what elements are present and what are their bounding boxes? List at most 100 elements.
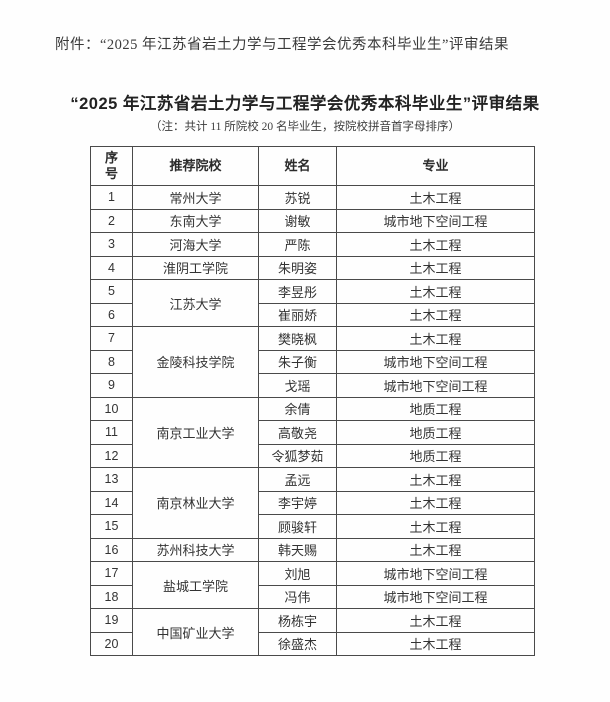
row-number-cell: 13 — [90, 467, 133, 492]
row-number-cell: 20 — [90, 631, 133, 656]
table-row: 6 崔丽娇 土木工程 — [90, 302, 535, 327]
table-row: 16 苏州科技大学 韩天赐 土木工程 — [90, 537, 535, 562]
header-cell-number: 序号 — [90, 146, 133, 186]
attachment-line: 附件：“2025 年江苏省岩土力学与工程学会优秀本科毕业生”评审结果 — [55, 37, 509, 53]
table-row: 18 冯伟 城市地下空间工程 — [90, 584, 535, 609]
table-row: 7 金陵科技学院 樊晓枫 土木工程 — [90, 326, 535, 398]
student-name-cell: 樊晓枫 — [258, 326, 337, 351]
major-cell: 城市地下空间工程 — [336, 208, 535, 233]
college-cell: 江苏大学 — [132, 279, 259, 327]
student-name-cell: 冯伟 — [258, 584, 337, 609]
table-body: 1 常州大学 苏锐 土木工程 2 东南大学 谢敏 城市地下空间工程 3 河海大学 严陈 土木工程 4 淮阴… — [90, 185, 535, 656]
row-number-cell: 1 — [90, 185, 133, 210]
row-number-cell: 7 — [90, 326, 133, 351]
student-name-cell: 令狐梦茹 — [258, 443, 337, 468]
table-row: 12 令狐梦茹 地质工程 — [90, 443, 535, 468]
student-name-cell: 高敬尧 — [258, 420, 337, 445]
student-name-cell: 刘旭 — [258, 561, 337, 586]
major-cell: 城市地下空间工程 — [336, 584, 535, 609]
major-cell: 城市地下空间工程 — [336, 561, 535, 586]
major-cell: 土木工程 — [336, 302, 535, 327]
major-cell: 土木工程 — [336, 490, 535, 515]
major-cell: 土木工程 — [336, 514, 535, 539]
row-number-cell: 2 — [90, 208, 133, 233]
table-row: 15 顾骏轩 土木工程 — [90, 514, 535, 539]
student-name-cell: 徐盛杰 — [258, 631, 337, 656]
row-number-cell: 17 — [90, 561, 133, 586]
student-name-cell: 朱明姿 — [258, 255, 337, 280]
college-cell: 淮阴工学院 — [132, 255, 259, 280]
student-name-cell: 严陈 — [258, 232, 337, 257]
row-number-cell: 15 — [90, 514, 133, 539]
table-row: 17 盐城工学院 刘旭 城市地下空间工程 — [90, 561, 535, 609]
major-cell: 土木工程 — [336, 232, 535, 257]
row-number-cell: 6 — [90, 302, 133, 327]
table-row: 3 河海大学 严陈 土木工程 — [90, 232, 535, 257]
student-name-cell: 朱子衡 — [258, 349, 337, 374]
header-cell-college: 推荐院校 — [132, 146, 259, 186]
header-row: 序号 推荐院校 姓名 专业 — [90, 146, 535, 186]
table-row: 20 徐盛杰 土木工程 — [90, 631, 535, 656]
college-cell: 常州大学 — [132, 185, 259, 210]
student-name-cell: 李宇婷 — [258, 490, 337, 515]
student-name-cell: 戈瑶 — [258, 373, 337, 398]
results-table: 序号 推荐院校 姓名 专业 1 常州大学 苏锐 土木工程 2 东南大学 谢敏 城市地下空间工程… — [90, 146, 535, 656]
student-name-cell: 孟远 — [258, 467, 337, 492]
college-cell: 盐城工学院 — [132, 561, 259, 609]
college-cell: 金陵科技学院 — [132, 326, 259, 398]
student-name-cell: 李昱彤 — [258, 279, 337, 304]
major-cell: 城市地下空间工程 — [336, 349, 535, 374]
row-number-cell: 3 — [90, 232, 133, 257]
college-cell: 苏州科技大学 — [132, 537, 259, 562]
row-number-cell: 16 — [90, 537, 133, 562]
major-cell: 地质工程 — [336, 443, 535, 468]
row-number-cell: 9 — [90, 373, 133, 398]
table-row: 10 南京工业大学 余倩 地质工程 — [90, 396, 535, 468]
header-cell-name: 姓名 — [258, 146, 337, 186]
student-name-cell: 谢敏 — [258, 208, 337, 233]
major-cell: 土木工程 — [336, 185, 535, 210]
major-cell: 土木工程 — [336, 279, 535, 304]
major-cell: 土木工程 — [336, 467, 535, 492]
student-name-cell: 余倩 — [258, 396, 337, 421]
major-cell: 土木工程 — [336, 255, 535, 280]
row-number-cell: 11 — [90, 420, 133, 445]
major-cell: 地质工程 — [336, 420, 535, 445]
table-row: 14 李宇婷 土木工程 — [90, 490, 535, 515]
row-number-cell: 19 — [90, 608, 133, 633]
table-row: 1 常州大学 苏锐 土木工程 — [90, 185, 535, 210]
row-number-cell: 10 — [90, 396, 133, 421]
major-cell: 地质工程 — [336, 396, 535, 421]
row-number-cell: 14 — [90, 490, 133, 515]
table-row: 9 戈瑶 城市地下空间工程 — [90, 373, 535, 398]
table-row: 5 江苏大学 李昱彤 土木工程 — [90, 279, 535, 327]
major-cell: 土木工程 — [336, 537, 535, 562]
title-note: （注：共计 11 所院校 20 名毕业生，按院校拼音首字母排序） — [149, 121, 461, 133]
row-number-cell: 8 — [90, 349, 133, 374]
college-cell: 南京工业大学 — [132, 396, 259, 468]
major-cell: 土木工程 — [336, 631, 535, 656]
row-number-cell: 12 — [90, 443, 133, 468]
student-name-cell: 韩天赐 — [258, 537, 337, 562]
row-number-cell: 4 — [90, 255, 133, 280]
student-name-cell: 苏锐 — [258, 185, 337, 210]
table-header: 序号 推荐院校 姓名 专业 — [90, 146, 535, 186]
college-cell: 中国矿业大学 — [132, 608, 259, 656]
page-title: “2025 年江苏省岩土力学与工程学会优秀本科毕业生”评审结果 — [70, 95, 540, 113]
major-cell: 土木工程 — [336, 326, 535, 351]
student-name-cell: 杨栋宇 — [258, 608, 337, 633]
row-number-cell: 18 — [90, 584, 133, 609]
table-row: 13 南京林业大学 孟远 土木工程 — [90, 467, 535, 539]
table-row: 11 高敬尧 地质工程 — [90, 420, 535, 445]
table-row: 19 中国矿业大学 杨栋宇 土木工程 — [90, 608, 535, 656]
header-cell-major: 专业 — [336, 146, 535, 186]
table-row: 2 东南大学 谢敏 城市地下空间工程 — [90, 208, 535, 233]
row-number-cell: 5 — [90, 279, 133, 304]
student-name-cell: 崔丽娇 — [258, 302, 337, 327]
major-cell: 城市地下空间工程 — [336, 373, 535, 398]
college-cell: 东南大学 — [132, 208, 259, 233]
student-name-cell: 顾骏轩 — [258, 514, 337, 539]
major-cell: 土木工程 — [336, 608, 535, 633]
college-cell: 河海大学 — [132, 232, 259, 257]
